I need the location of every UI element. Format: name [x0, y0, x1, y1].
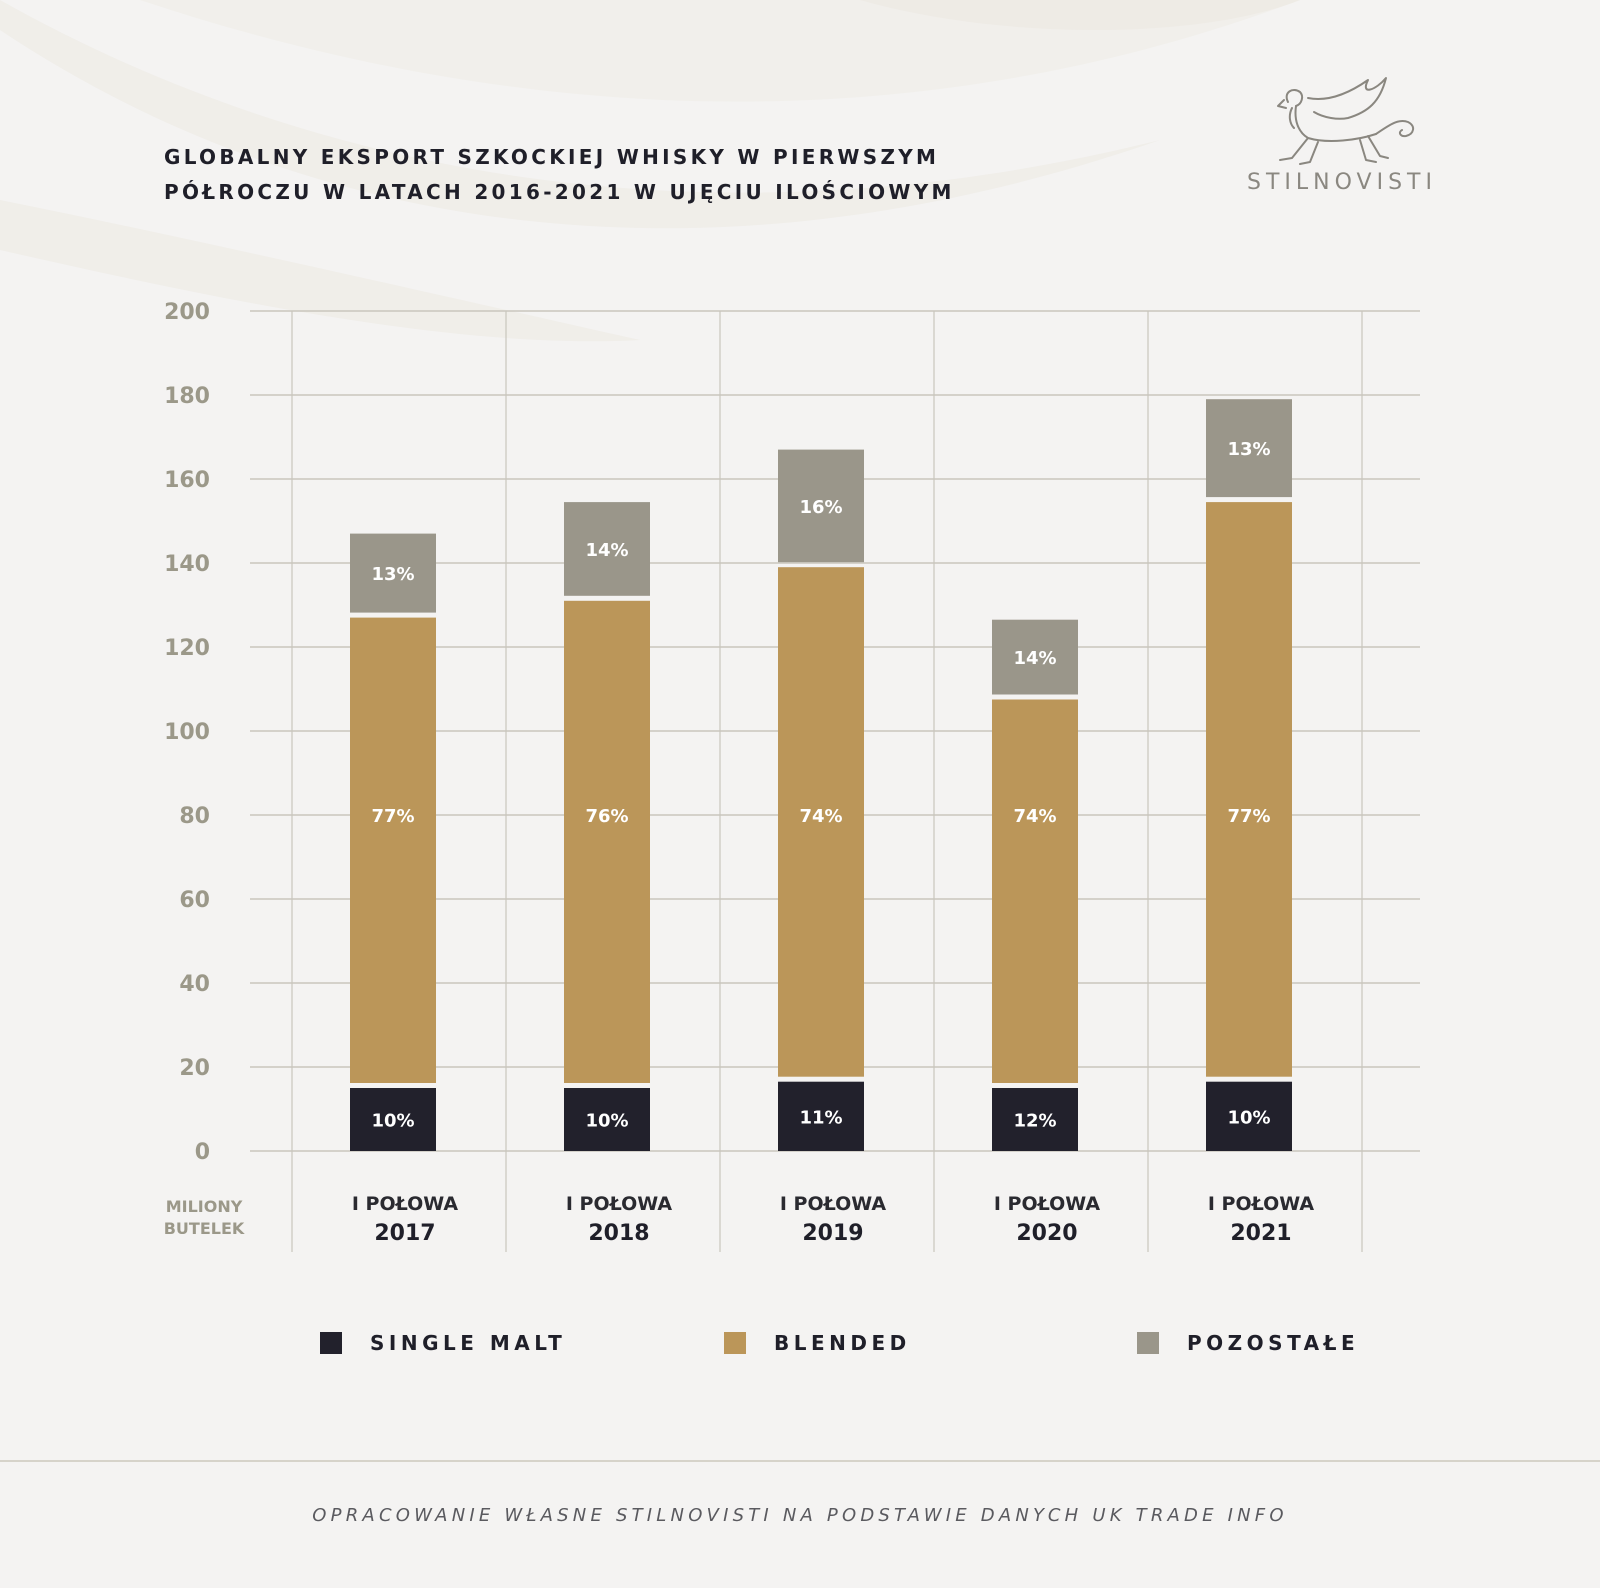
data-label: 77%	[1227, 806, 1270, 827]
bar-segment-single-malt	[1206, 1081, 1292, 1151]
y-tick-label: 160	[164, 468, 210, 493]
brand-logo	[1238, 72, 1438, 172]
category-label-line-1: I POŁOWA	[780, 1193, 887, 1215]
bar-segment-blended	[778, 567, 864, 1077]
legend-item-blended: BLENDED	[724, 1331, 911, 1355]
bar-segment-blended	[992, 699, 1078, 1083]
x-axis-categories: I POŁOWA 2017 I POŁOWA 2018 I POŁOWA 2019 I PO…	[352, 1193, 1315, 1246]
category-label-line-1: I POŁOWA	[566, 1193, 673, 1215]
chart-title-line-2: PÓŁROCZU W LATACH 2016-2021 W UJĘCIU ILO…	[164, 180, 955, 204]
data-label: 13%	[1227, 439, 1270, 460]
chart-legend: SINGLE MALT BLENDED POZOSTAŁE	[0, 1331, 1600, 1371]
griffin-logo-icon	[1277, 77, 1414, 165]
bar-segment-blended	[564, 600, 650, 1083]
footer-divider	[0, 1460, 1600, 1462]
data-label: 76%	[585, 806, 628, 827]
y-tick-label: 140	[164, 552, 210, 577]
bar-segment-pozostale	[992, 619, 1078, 695]
source-note: OPRACOWANIE WŁASNE STILNOVISTI NA PODSTA…	[312, 1505, 1288, 1526]
category-label-year: 2020	[1016, 1221, 1077, 1246]
category-label-line-1: I POŁOWA	[994, 1193, 1101, 1215]
data-label: 14%	[585, 540, 628, 561]
data-label: 10%	[1227, 1107, 1270, 1128]
bars: 10% 77% 13% 10% 76% 14% 11% 74% 16% 12% 74% 14% 10% 7…	[350, 399, 1292, 1151]
bar-segment-single-malt	[992, 1088, 1078, 1151]
y-tick-label: 0	[195, 1140, 210, 1165]
y-tick-label: 100	[164, 720, 210, 745]
y-axis-ticks: 0 20 40 60 80 100 120 140 160 180 200	[164, 300, 210, 1165]
data-label: 14%	[1013, 648, 1056, 669]
y-axis-label-line-2: BUTELEK	[164, 1219, 245, 1238]
legend-swatch-pozostale	[1137, 1332, 1159, 1354]
category-label-year: 2019	[802, 1221, 863, 1246]
y-tick-label: 20	[179, 1056, 210, 1081]
bar-segment-pozostale	[1206, 399, 1292, 498]
legend-label-single-malt: SINGLE MALT	[370, 1331, 567, 1355]
data-label: 10%	[585, 1111, 628, 1132]
legend-label-pozostale: POZOSTAŁE	[1187, 1331, 1360, 1355]
data-label: 10%	[371, 1111, 414, 1132]
category-label-year: 2017	[374, 1221, 435, 1246]
y-tick-label: 200	[164, 300, 210, 325]
chart-title-line-1: GLOBALNY EKSPORT SZKOCKIEJ WHISKY W PIER…	[164, 145, 940, 169]
brand-logo-text: STILNOVISTI	[1247, 170, 1437, 195]
legend-item-single-malt: SINGLE MALT	[320, 1331, 566, 1355]
y-tick-label: 120	[164, 636, 210, 661]
data-label: 11%	[799, 1107, 842, 1128]
legend-swatch-blended	[724, 1332, 746, 1354]
bar-segment-single-malt	[778, 1081, 864, 1151]
category-label-line-1: I POŁOWA	[352, 1193, 459, 1215]
data-label: 74%	[799, 806, 842, 827]
y-tick-label: 80	[179, 804, 210, 829]
bar-segment-pozostale	[350, 533, 436, 613]
bar-segment-blended	[350, 617, 436, 1083]
data-label: 12%	[1013, 1111, 1056, 1132]
legend-swatch-single-malt	[320, 1332, 342, 1354]
bar-segment-single-malt	[564, 1088, 650, 1151]
data-label: 16%	[799, 497, 842, 518]
bar-segment-pozostale	[778, 449, 864, 563]
category-label-year: 2018	[588, 1221, 649, 1246]
bar-segment-blended	[1206, 502, 1292, 1077]
y-tick-label: 40	[179, 972, 210, 997]
legend-item-pozostale: POZOSTAŁE	[1137, 1331, 1359, 1355]
data-label: 74%	[1013, 806, 1056, 827]
y-axis-label-line-1: MILIONY	[166, 1197, 243, 1216]
bar-segment-single-malt	[350, 1088, 436, 1151]
category-label-year: 2021	[1230, 1221, 1291, 1246]
category-label-line-1: I POŁOWA	[1208, 1193, 1315, 1215]
bar-segment-pozostale	[564, 502, 650, 596]
data-label: 77%	[371, 806, 414, 827]
y-tick-label: 180	[164, 384, 210, 409]
chart-title: GLOBALNY EKSPORT SZKOCKIEJ WHISKY W PIER…	[164, 140, 955, 210]
data-label: 13%	[371, 564, 414, 585]
legend-label-blended: BLENDED	[774, 1331, 911, 1355]
y-tick-label: 60	[179, 888, 210, 913]
